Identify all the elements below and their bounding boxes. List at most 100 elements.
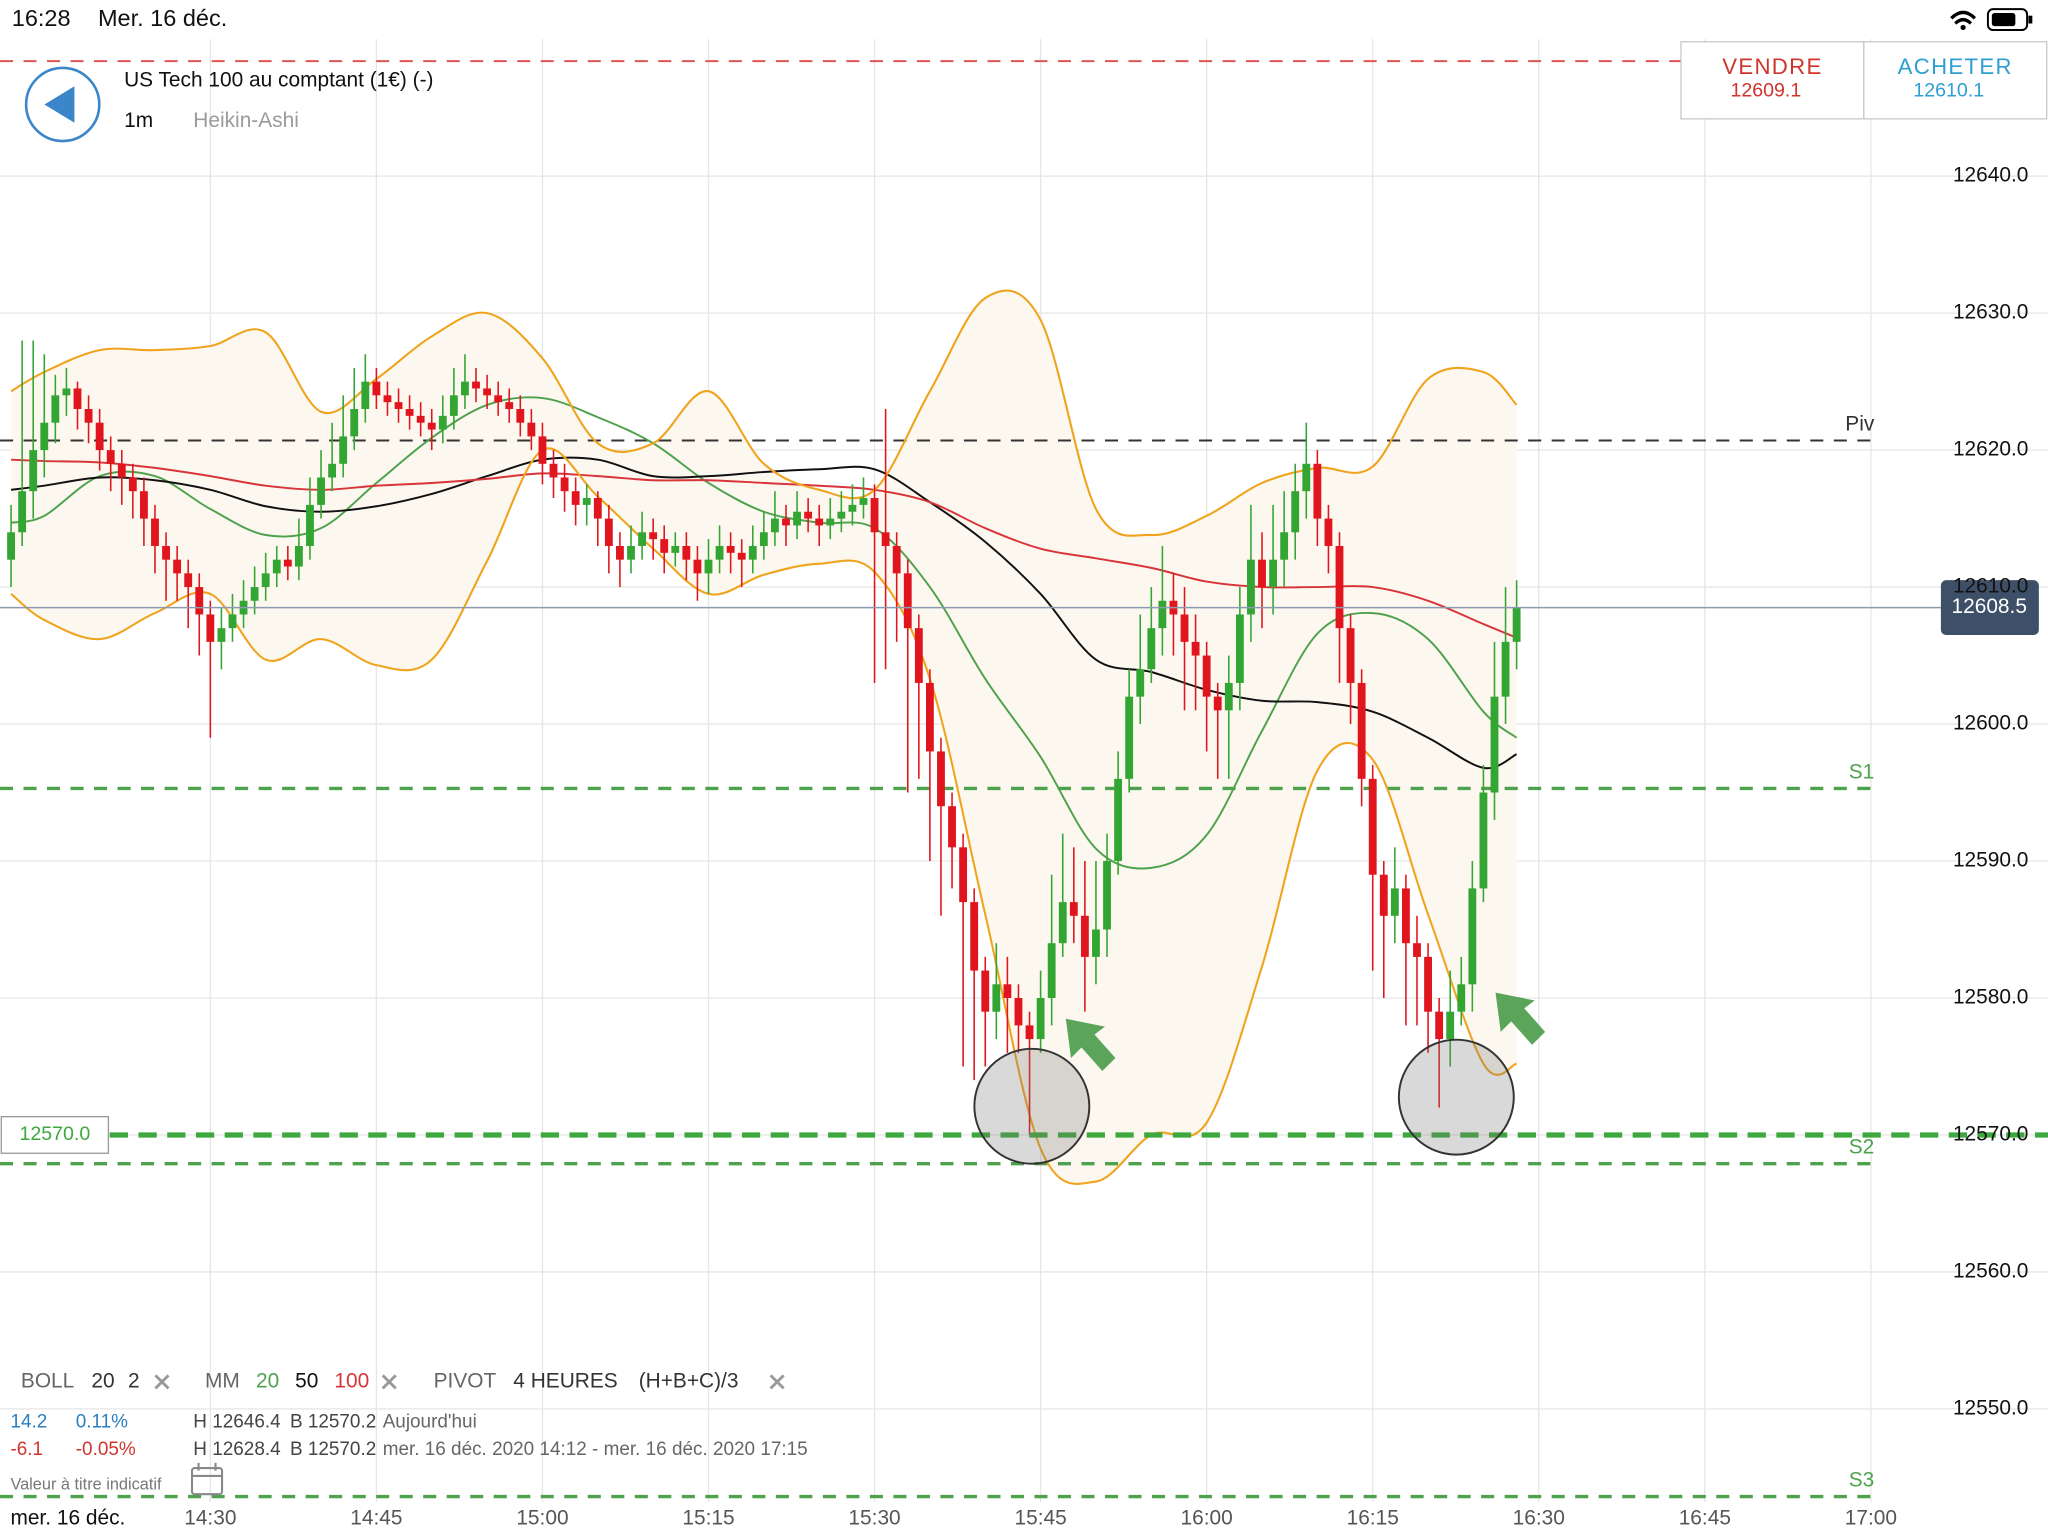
- candle-body: [339, 436, 348, 464]
- change-percent: -0.05%: [76, 1439, 136, 1460]
- pivot-level-label: S3: [1849, 1468, 1875, 1491]
- candle-body: [737, 552, 746, 560]
- candle-body: [560, 477, 569, 492]
- high: H 12628.4: [193, 1439, 280, 1460]
- candle-body: [937, 751, 945, 807]
- buy-box[interactable]: [1863, 41, 2048, 120]
- candle-body: [1313, 463, 1322, 519]
- candle-body: [1457, 984, 1466, 1012]
- candle-body: [62, 388, 71, 396]
- boll-period[interactable]: 20: [91, 1369, 114, 1392]
- axes: 12550.0 12560.0 12570.0 12580.0 12590.0 12600…: [184, 164, 2028, 1530]
- y-tick-label: 12550.0: [1953, 1396, 2028, 1419]
- candle-body: [51, 395, 60, 423]
- y-tick-label: 12610.0: [1953, 575, 2028, 598]
- candle-body: [682, 545, 691, 560]
- candle-body: [95, 422, 104, 451]
- candle-body: [1346, 628, 1355, 683]
- bollinger-lower: [10, 447, 1518, 1185]
- alert-label: 12570.0: [19, 1123, 90, 1145]
- interval[interactable]: 1m: [124, 109, 153, 132]
- candle-body: [571, 491, 580, 505]
- bollinger-band: [11, 290, 1517, 1184]
- candle-body: [1147, 628, 1156, 670]
- mm-period[interactable]: 20: [256, 1369, 279, 1392]
- candle-body: [1302, 463, 1311, 492]
- mm-label[interactable]: MM: [205, 1369, 240, 1392]
- chart-style[interactable]: Heikin-Ashi: [193, 109, 299, 132]
- bollinger-upper: [10, 289, 1518, 537]
- candle-body: [1424, 956, 1432, 1012]
- candle-body: [1202, 655, 1211, 697]
- candle-body: [1080, 915, 1089, 957]
- candle-body: [527, 422, 536, 437]
- boll-label[interactable]: BOLL: [21, 1369, 74, 1392]
- candle-body: [483, 388, 492, 396]
- candle-body: [771, 518, 779, 533]
- buy-price[interactable]: 12610.1: [1913, 80, 1984, 102]
- high: H 12646.4: [193, 1411, 280, 1432]
- mm-period[interactable]: 100: [334, 1369, 369, 1392]
- buy-label[interactable]: ACHETER: [1898, 54, 2013, 79]
- y-tick-label: 12630.0: [1953, 301, 2028, 324]
- candle-body: [1468, 888, 1477, 985]
- candle-body: [84, 409, 93, 423]
- candle-body: [1092, 929, 1100, 957]
- pivot-label[interactable]: PIVOT: [434, 1369, 497, 1392]
- pivot-level-label: S1: [1849, 760, 1875, 783]
- calendar-button[interactable]: [190, 1462, 224, 1496]
- pivot-period[interactable]: 4 HEURES: [513, 1369, 617, 1392]
- candle-body: [914, 628, 923, 683]
- bollinger-fill: [11, 290, 1517, 1184]
- x-tick-label: 15:15: [682, 1507, 734, 1530]
- candle-body: [837, 511, 846, 519]
- candle-body: [394, 402, 403, 410]
- candle-body: [206, 614, 215, 642]
- candle-body: [804, 511, 813, 519]
- pivot-levels: Piv S1 S2 S3: [0, 60, 1877, 1499]
- candle-body: [1258, 559, 1266, 588]
- candle-body: [892, 545, 901, 574]
- sell-price[interactable]: 12609.1: [1730, 80, 1801, 102]
- candle-body: [1136, 669, 1145, 697]
- sell-button[interactable]: VENDRE 12609.1: [1680, 41, 1865, 120]
- candle-body: [1402, 888, 1410, 944]
- status-time: 16:28: [12, 5, 71, 31]
- remove-pivot[interactable]: [769, 1374, 785, 1390]
- candle-body: [317, 477, 325, 505]
- candle-body: [173, 559, 182, 574]
- candle-body: [1446, 1011, 1455, 1040]
- pivot-formula[interactable]: (H+B+C)/3: [639, 1369, 739, 1392]
- candle-body: [881, 532, 890, 546]
- remove-boll[interactable]: [154, 1374, 170, 1390]
- candle-body: [328, 463, 337, 478]
- candle-body: [959, 847, 968, 903]
- candle-body: [1435, 1011, 1444, 1040]
- axis-date: mer. 16 déc.: [10, 1507, 125, 1530]
- candle-body: [1379, 874, 1388, 916]
- remove-mm[interactable]: [381, 1374, 397, 1390]
- candle-body: [715, 545, 724, 560]
- boll-deviation[interactable]: 2: [128, 1369, 140, 1392]
- candle-body: [516, 409, 525, 423]
- y-tick-label: 12560.0: [1953, 1259, 2028, 1282]
- candle-body: [372, 381, 381, 396]
- mm-period[interactable]: 50: [295, 1369, 318, 1392]
- candle-body: [449, 395, 458, 416]
- candle-body: [1036, 997, 1045, 1040]
- candle-body: [948, 806, 956, 848]
- back-button[interactable]: [24, 66, 101, 143]
- candle-body: [1003, 984, 1012, 998]
- y-tick-label: 12600.0: [1953, 712, 2028, 735]
- sell-label[interactable]: VENDRE: [1722, 54, 1822, 79]
- candle-body: [162, 545, 170, 560]
- back-button-icon[interactable]: [44, 86, 75, 123]
- candle-body: [494, 395, 503, 403]
- candle-body: [1058, 902, 1067, 944]
- candle-body: [1512, 607, 1521, 642]
- buy-button[interactable]: ACHETER 12610.1: [1863, 41, 2048, 120]
- alert-label-box: [0, 1116, 110, 1154]
- annotation-circle: [973, 1047, 1091, 1165]
- candle-body: [903, 573, 912, 629]
